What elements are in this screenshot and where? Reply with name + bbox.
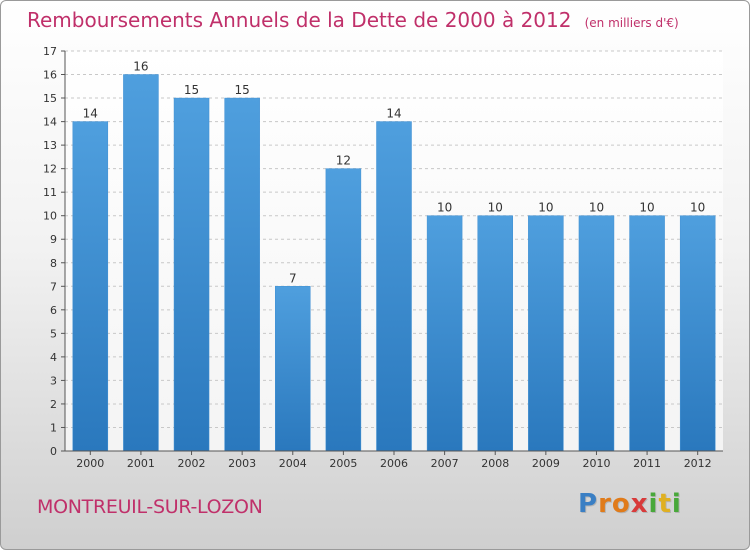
y-tick-label: 4 xyxy=(50,351,57,364)
y-tick-label: 8 xyxy=(50,257,57,270)
x-tick-label: 2012 xyxy=(684,457,712,470)
bar xyxy=(275,286,311,452)
logo-letter: t xyxy=(658,489,672,519)
bar xyxy=(224,97,260,452)
logo-letter: i xyxy=(648,489,659,519)
y-tick-label: 11 xyxy=(43,186,57,199)
bar xyxy=(528,215,564,452)
x-tick-label: 2002 xyxy=(178,457,206,470)
proxiti-logo: Proxiti xyxy=(578,489,682,519)
x-tick-label: 2006 xyxy=(380,457,408,470)
x-tick-label: 2007 xyxy=(431,457,459,470)
bar xyxy=(123,74,159,452)
y-tick-label: 12 xyxy=(43,163,57,176)
x-tick-label: 2010 xyxy=(582,457,610,470)
y-tick-label: 6 xyxy=(50,304,57,317)
bar xyxy=(325,168,362,452)
y-tick-label: 0 xyxy=(50,445,57,458)
y-tick-label: 3 xyxy=(50,374,57,387)
bar xyxy=(477,215,513,452)
y-tick-label: 13 xyxy=(43,139,57,152)
data-label: 7 xyxy=(289,271,297,285)
data-label: 16 xyxy=(133,60,148,74)
y-tick-label: 1 xyxy=(50,421,57,434)
y-tick-label: 5 xyxy=(50,327,57,340)
data-label: 10 xyxy=(538,201,553,215)
logo-letter: P xyxy=(578,489,599,519)
x-tick-label: 2008 xyxy=(481,457,509,470)
data-label: 14 xyxy=(83,107,98,121)
data-label: 10 xyxy=(589,201,604,215)
bar xyxy=(578,215,615,452)
y-tick-label: 9 xyxy=(50,233,57,246)
bar xyxy=(72,121,109,452)
logo-letter: x xyxy=(630,489,649,519)
data-label: 12 xyxy=(336,154,351,168)
y-tick-label: 15 xyxy=(43,92,57,105)
bar xyxy=(629,215,665,452)
title-row: Remboursements Annuels de la Dette de 20… xyxy=(27,8,679,32)
bar-layer: 14 16 15 15 7 12 14 10 10 10 10 10 10 xyxy=(72,60,716,452)
y-tick-label: 17 xyxy=(43,45,57,58)
data-label: 15 xyxy=(184,83,199,97)
logo-letter: r xyxy=(598,489,612,519)
data-label: 14 xyxy=(386,107,401,121)
y-tick-label: 14 xyxy=(43,116,57,129)
x-tick-label: 2003 xyxy=(228,457,256,470)
commune-name: MONTREUIL-SUR-LOZON xyxy=(37,496,263,518)
bar xyxy=(426,215,463,452)
x-tick-label: 2011 xyxy=(633,457,661,470)
chart-unit-note: (en milliers d'€) xyxy=(584,16,679,30)
x-tick-label: 2005 xyxy=(329,457,357,470)
logo-letter: i xyxy=(671,489,682,519)
chart-title: Remboursements Annuels de la Dette de 20… xyxy=(27,8,572,32)
x-tick-label: 2004 xyxy=(279,457,307,470)
y-tick-label: 2 xyxy=(50,398,57,411)
y-tick-label: 10 xyxy=(43,210,57,223)
x-tick-label: 2009 xyxy=(532,457,560,470)
bar xyxy=(376,121,412,452)
data-label: 10 xyxy=(639,201,654,215)
bar xyxy=(173,97,210,452)
y-tick-label: 16 xyxy=(43,69,57,82)
bar xyxy=(679,215,716,452)
data-label: 10 xyxy=(437,201,452,215)
x-tick-label: 2000 xyxy=(76,457,104,470)
data-label: 10 xyxy=(488,201,503,215)
data-label: 10 xyxy=(690,201,705,215)
data-label: 15 xyxy=(235,83,250,97)
logo-letter: o xyxy=(611,489,631,519)
y-tick-label: 7 xyxy=(50,280,57,293)
x-tick-label: 2001 xyxy=(127,457,155,470)
